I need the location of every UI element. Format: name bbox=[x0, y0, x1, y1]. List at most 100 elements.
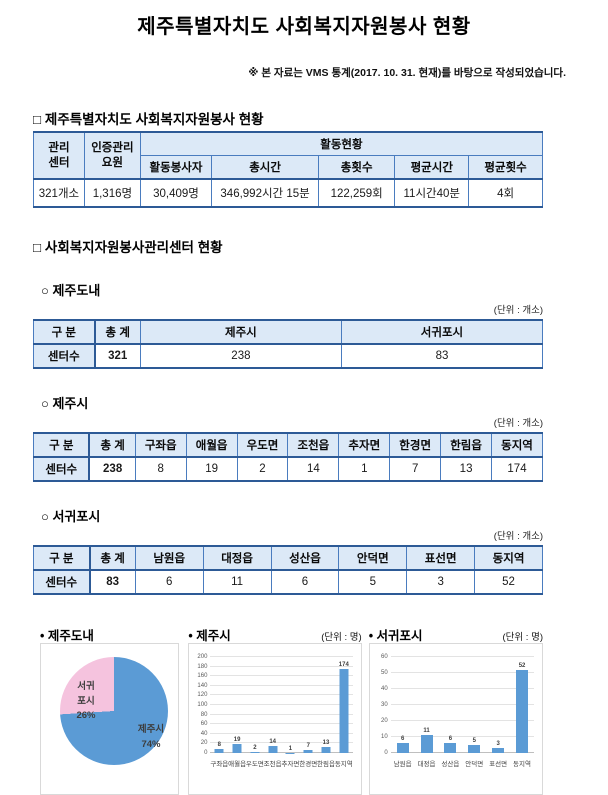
x-axis-category-label: 성산읍 bbox=[441, 758, 459, 768]
bar-value-label: 11 bbox=[423, 728, 429, 734]
row-label-center-count: 센터수 bbox=[34, 570, 90, 594]
y-axis-tick-label: 160 bbox=[197, 673, 207, 679]
bar-value-label: 52 bbox=[519, 663, 526, 669]
bar-value-label: 7 bbox=[307, 743, 310, 749]
y-axis-tick-label: 100 bbox=[197, 702, 207, 708]
bar-value-label: 1 bbox=[289, 746, 292, 752]
cell-pyoseon: 3 bbox=[407, 570, 475, 594]
cell-dong-area: 52 bbox=[475, 570, 543, 594]
cell-centers-count: 321개소 bbox=[34, 179, 85, 207]
bar-애월읍 bbox=[233, 744, 242, 753]
subheading-jejusi: ○ 제주시 bbox=[41, 393, 543, 412]
jeju-island-header-row: 구 분 총 계 제주시 서귀포시 bbox=[34, 320, 543, 344]
header-cell-daejeong: 대정읍 bbox=[203, 546, 271, 570]
y-axis-tick-label: 60 bbox=[381, 654, 388, 660]
header-cell-jocheon: 조천읍 bbox=[288, 433, 339, 457]
cell-hangyeong: 7 bbox=[390, 457, 441, 481]
cell-volunteers-count: 30,409명 bbox=[140, 179, 211, 207]
gridline bbox=[391, 688, 534, 689]
chart-jejusi-title: • 제주시 bbox=[188, 625, 230, 644]
unit-note-seogwiposi: (단위 : 개소) bbox=[33, 528, 543, 542]
summary-table-header-row-1: 관리 센터 인증관리 요원 활동현황 bbox=[34, 132, 543, 156]
bar-안덕면 bbox=[468, 745, 480, 753]
cell-gujwa: 8 bbox=[135, 457, 186, 481]
header-cell-andeok: 안덕면 bbox=[339, 546, 407, 570]
unit-note-jejusi: (단위 : 개소) bbox=[33, 415, 543, 429]
x-axis-line bbox=[391, 752, 534, 753]
gridline bbox=[210, 675, 352, 676]
chart-seogwiposi-title: • 서귀포시 bbox=[369, 625, 423, 644]
cell-staff-count: 1,316명 bbox=[84, 179, 140, 207]
header-cell-namwon: 남원읍 bbox=[135, 546, 203, 570]
y-axis-tick-label: 10 bbox=[381, 734, 388, 740]
y-axis-tick-label: 0 bbox=[204, 750, 207, 756]
gridline bbox=[210, 685, 352, 686]
header-cell-dong-area: 동지역 bbox=[492, 433, 543, 457]
summary-table: 관리 센터 인증관리 요원 활동현황 활동봉사자 총시간 총횟수 평균시간 평균… bbox=[33, 131, 543, 208]
bar-value-label: 19 bbox=[234, 737, 241, 743]
cell-namwon: 6 bbox=[135, 570, 203, 594]
jejusi-header-row: 구 분 총 계 구좌읍 애월읍 우도면 조천읍 추자면 한경면 한림읍 동지역 bbox=[34, 433, 543, 457]
header-cell-activity-status: 활동현황 bbox=[140, 132, 542, 156]
y-axis-tick-label: 50 bbox=[381, 670, 388, 676]
y-axis-tick-label: 80 bbox=[201, 712, 208, 718]
bar-동지역 bbox=[516, 670, 528, 753]
header-cell-total-hours: 총시간 bbox=[212, 156, 319, 180]
header-cell-active-volunteers: 활동봉사자 bbox=[140, 156, 211, 180]
gridline bbox=[210, 704, 352, 705]
x-axis-category-label: 조천읍 bbox=[264, 758, 282, 768]
header-cell-total-count: 총횟수 bbox=[319, 156, 395, 180]
header-cell-pyoseon: 표선면 bbox=[407, 546, 475, 570]
bar-value-label: 6 bbox=[449, 736, 452, 742]
cell-udo: 2 bbox=[237, 457, 288, 481]
x-axis-category-label: 동지역 bbox=[335, 758, 353, 768]
cell-jocheon: 14 bbox=[288, 457, 339, 481]
chart-jeju-island-header: • 제주도내 bbox=[40, 625, 179, 641]
bar-동지역 bbox=[339, 669, 348, 753]
header-cell-hallim: 한림읍 bbox=[441, 433, 492, 457]
bar-구좌읍 bbox=[215, 749, 224, 753]
row-label-center-count: 센터수 bbox=[34, 344, 95, 368]
document-page: 제주특별자치도 사회복지자원봉사 현황 ※ 본 자료는 VMS 통계(2017.… bbox=[0, 10, 608, 782]
x-axis-category-label: 애월읍 bbox=[228, 758, 246, 768]
cell-chuja: 1 bbox=[339, 457, 390, 481]
jeju-island-data-row: 센터수 321 238 83 bbox=[34, 344, 543, 368]
x-axis-category-label: 구좌읍 bbox=[210, 758, 228, 768]
header-cell-average-hours: 평균시간 bbox=[395, 156, 469, 180]
chart-jejusi-header: • 제주시 (단위 : 명) bbox=[188, 625, 361, 641]
chart-jeju-island: • 제주도내 서귀 포시 26% 제주시 74% bbox=[40, 625, 179, 795]
y-axis-tick-label: 40 bbox=[381, 686, 388, 692]
bar-value-label: 5 bbox=[473, 738, 476, 744]
chart-seogwiposi-header: • 서귀포시 (단위 : 명) bbox=[369, 625, 543, 641]
gridline bbox=[210, 723, 352, 724]
chart-jeju-island-title: • 제주도내 bbox=[40, 625, 94, 644]
bar-value-label: 6 bbox=[401, 736, 404, 742]
header-cell-aewol: 애월읍 bbox=[186, 433, 237, 457]
gridline bbox=[391, 720, 534, 721]
header-cell-average-count: 평균횟수 bbox=[469, 156, 543, 180]
seogwiposi-header-row: 구 분 총 계 남원읍 대정읍 성산읍 안덕면 표선면 동지역 bbox=[34, 546, 543, 570]
seogwiposi-data-row: 센터수 83 6 11 6 5 3 52 bbox=[34, 570, 543, 594]
header-cell-seogwiposi: 서귀포시 bbox=[341, 320, 542, 344]
cell-daejeong: 11 bbox=[203, 570, 271, 594]
cell-dong-area: 174 bbox=[492, 457, 543, 481]
bar-value-label: 174 bbox=[339, 662, 349, 668]
y-axis-tick-label: 140 bbox=[197, 683, 207, 689]
header-cell-category: 구 분 bbox=[34, 433, 90, 457]
bar-한경면 bbox=[304, 750, 313, 753]
y-axis-tick-label: 60 bbox=[201, 721, 208, 727]
header-cell-chuja: 추자면 bbox=[339, 433, 390, 457]
bar-value-label: 13 bbox=[323, 740, 330, 746]
jeju-island-table: 구 분 총 계 제주시 서귀포시 센터수 321 238 83 bbox=[33, 319, 543, 369]
gridline bbox=[391, 736, 534, 737]
gridline bbox=[210, 694, 352, 695]
header-cell-certified-staff: 인증관리 요원 bbox=[84, 132, 140, 179]
x-axis-category-label: 한림읍 bbox=[317, 758, 335, 768]
header-cell-seongsan: 성산읍 bbox=[271, 546, 339, 570]
header-cell-jejusi: 제주시 bbox=[140, 320, 341, 344]
gridline bbox=[210, 666, 352, 667]
x-axis-category-label: 표선면 bbox=[489, 758, 507, 768]
